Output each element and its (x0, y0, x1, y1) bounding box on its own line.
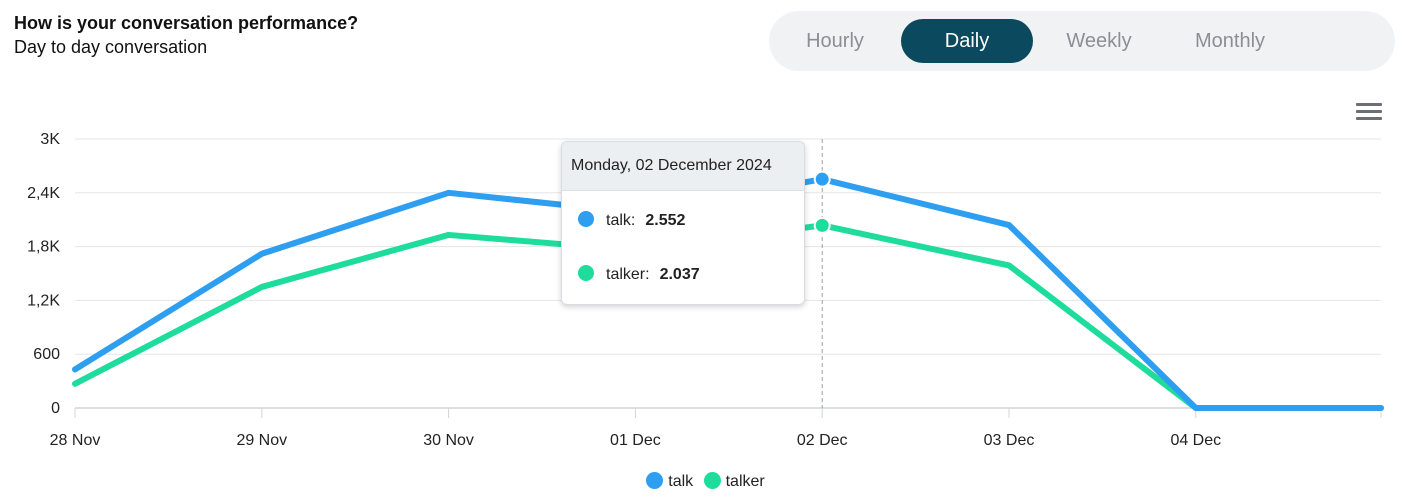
legend-item-talker[interactable]: talker (703, 472, 765, 491)
tooltip-dot-talk (578, 211, 594, 227)
chart-subtitle: Day to day conversation (14, 37, 208, 57)
tooltip-date: Monday, 02 December 2024 (562, 142, 804, 191)
period-toggle: Hourly Daily Weekly Monthly (769, 11, 1395, 71)
x-axis-ticks: 28 Nov 29 Nov 30 Nov 01 Dec 02 Dec 03 Dec 04 D… (50, 408, 1382, 449)
y-tick-label: 1,2K (27, 292, 60, 309)
tooltip-row-talker: talker: 2.037 (578, 263, 700, 287)
period-monthly-button[interactable]: Monthly (1194, 30, 1266, 52)
legend-dot-talk (646, 472, 664, 489)
period-hourly-button[interactable]: Hourly (806, 30, 864, 52)
legend-label: talker (725, 473, 765, 490)
x-tick-label: 28 Nov (50, 432, 101, 449)
tooltip-series-name: talk (606, 212, 631, 229)
period-weekly-button[interactable]: Weekly (1066, 30, 1132, 52)
chart-heading: How is your conversation performance? Da… (14, 12, 358, 60)
legend-label: talk (668, 473, 694, 490)
hover-marker-talk (813, 170, 831, 188)
y-tick-label: 600 (33, 346, 60, 363)
x-tick-label: 03 Dec (984, 432, 1035, 449)
tooltip-series-value: 2.552 (645, 212, 686, 229)
hover-marker-talker (813, 216, 831, 234)
x-tick-label: 30 Nov (423, 432, 474, 449)
y-tick-label: 1,8K (27, 239, 60, 256)
y-tick-label: 0 (51, 400, 60, 417)
x-tick-label: 04 Dec (1170, 432, 1221, 449)
y-tick-label: 2,4K (27, 185, 60, 202)
x-tick-label: 01 Dec (610, 432, 661, 449)
chart-title: How is your conversation performance? (14, 13, 359, 33)
y-axis-ticks: 0 600 1,2K 1,8K 2,4K 3K (27, 131, 60, 417)
x-tick-label: 02 Dec (797, 432, 848, 449)
hamburger-menu-icon[interactable] (1356, 103, 1382, 123)
legend-dot-talker (703, 472, 721, 489)
tooltip-series-name: talker (606, 266, 646, 283)
tooltip-series-value: 2.037 (659, 266, 700, 283)
legend-item-talk[interactable]: talk (646, 472, 693, 491)
chart-legend: talk talker (0, 472, 1411, 491)
x-tick-label: 29 Nov (236, 432, 287, 449)
tooltip-dot-talker (578, 265, 594, 281)
hover-markers (813, 170, 831, 234)
tooltip-row-talk: talk: 2.552 (578, 209, 685, 233)
period-daily-button[interactable]: Daily (901, 19, 1033, 63)
chart-tooltip: Monday, 02 December 2024 talk: 2.552 talk… (561, 141, 805, 305)
y-tick-label: 3K (40, 131, 60, 148)
